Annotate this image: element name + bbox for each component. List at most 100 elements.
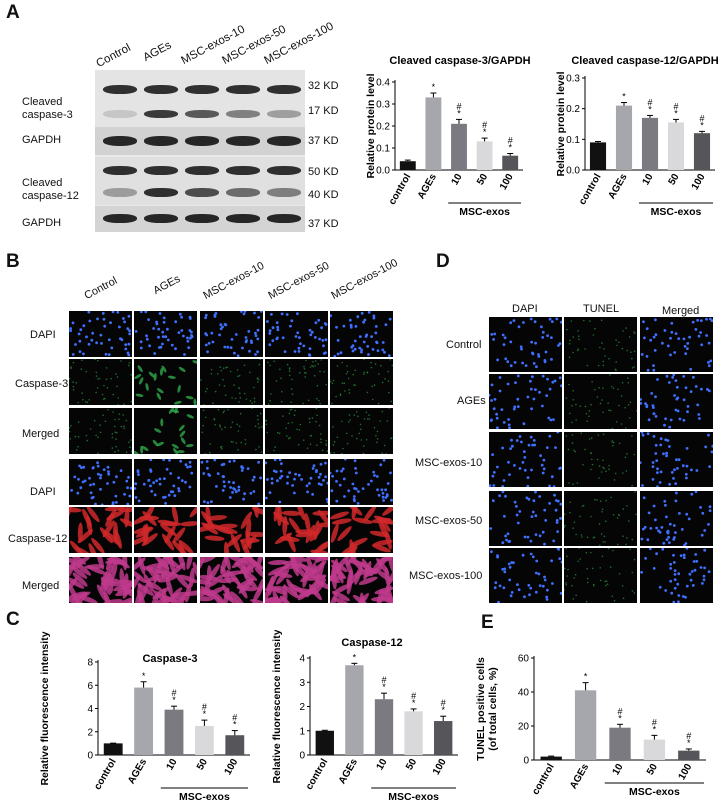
- microscopy-image: [200, 507, 263, 553]
- bar: [502, 155, 519, 170]
- chart-caspase-12-fluorescence: Caspase-12 Relative fluorescence intensit…: [271, 630, 458, 803]
- bar: [574, 690, 597, 760]
- blot-band: [144, 85, 178, 94]
- x-tick-label: 100: [690, 172, 708, 192]
- blot-band: [226, 136, 260, 146]
- group-label: MSC-exos: [459, 206, 510, 218]
- microscopy-image: [134, 557, 197, 603]
- bar: [678, 750, 700, 760]
- blot-strip-cleaved-caspase-12: [95, 157, 305, 205]
- microscopy-image: [640, 548, 713, 603]
- col-label: MSC-exos-50: [266, 259, 332, 302]
- chart-title: Cleaved caspase-3/GAPDH: [389, 55, 530, 67]
- blot-band: [144, 136, 178, 146]
- x-tick-label: control: [304, 757, 331, 792]
- chart-cleaved-caspase-12: Cleaved caspase-12/GAPDH Relative protein…: [555, 55, 719, 218]
- significance-mark: #: [456, 101, 461, 111]
- col-label: TUNEL: [583, 303, 620, 315]
- chart-title: Caspase-12: [341, 637, 402, 649]
- x-tick-label: 50: [195, 757, 210, 773]
- bar: [451, 123, 467, 170]
- y-tick-label: 3: [299, 678, 305, 689]
- x-tick-label: 100: [677, 762, 695, 782]
- x-tick-label: 50: [645, 762, 660, 778]
- blot-band: [144, 214, 178, 223]
- significance-mark: #: [686, 731, 691, 741]
- significance-mark: #: [232, 713, 237, 723]
- bar: [434, 721, 453, 755]
- blot-band: [103, 166, 137, 175]
- microscopy-image: [330, 459, 393, 505]
- microscopy-image: [69, 408, 132, 454]
- microscopy-image: [489, 374, 562, 429]
- x-tick-label: AGEs: [126, 757, 149, 786]
- bar: [194, 725, 214, 755]
- microscopy-image: [134, 459, 197, 505]
- panel-letter-d: D: [436, 251, 450, 272]
- y-axis-label: TUNEL positive cells: [475, 657, 487, 761]
- microscopy-image: [265, 408, 328, 454]
- row-label: MSC-exos-100: [409, 570, 483, 582]
- panel-letter-b: B: [6, 251, 20, 272]
- x-tick-label: control: [530, 762, 557, 797]
- blot-band: [226, 188, 260, 197]
- microscopy-image: [265, 459, 328, 505]
- microscopy-image: [640, 317, 713, 372]
- x-tick-label: 10: [641, 172, 656, 188]
- significance-mark: #: [647, 97, 652, 107]
- significance-mark: #: [381, 675, 386, 685]
- microscopy-image: [330, 311, 393, 357]
- blot-band: [185, 85, 219, 94]
- microscopy-image: [640, 432, 713, 487]
- significance-mark: *: [508, 143, 512, 153]
- group-label: MSC-exos: [629, 786, 680, 798]
- blot-band: [226, 110, 260, 118]
- significance-mark: *: [203, 709, 207, 719]
- x-tick-label: 50: [475, 172, 490, 188]
- group-label: MSC-exos: [388, 791, 439, 803]
- group-label: MSC-exos: [179, 791, 230, 803]
- bar: [345, 665, 364, 755]
- blot-band: [226, 166, 260, 175]
- microscopy-image: [134, 408, 197, 454]
- significance-mark: #: [673, 101, 678, 111]
- panel-letter-e: E: [481, 612, 494, 633]
- blot-band: [267, 110, 301, 118]
- x-tick-label: 10: [375, 757, 390, 773]
- chart-caspase-3-fluorescence: Caspase-3 Relative fluorescence intensity…: [39, 631, 250, 803]
- x-tick-label: 10: [450, 172, 465, 188]
- y-tick-label: 6: [87, 681, 93, 692]
- bar: [164, 709, 184, 755]
- col-label: MSC-exos-100: [329, 256, 400, 302]
- y-tick-label: 0.1: [376, 144, 390, 155]
- bar: [399, 161, 416, 170]
- y-tick-label: 1: [299, 726, 305, 737]
- microscopy-image: [69, 311, 132, 357]
- blot-band: [185, 166, 219, 175]
- bar: [476, 141, 493, 170]
- row-label: DAPI: [30, 329, 56, 341]
- blot-band: [267, 85, 301, 94]
- microscopy-image: [564, 432, 637, 487]
- kd-label: 37 KD: [308, 135, 339, 147]
- kd-label: 50 KD: [308, 166, 339, 178]
- microscopy-image: [265, 359, 328, 405]
- x-tick-label: 100: [498, 172, 516, 192]
- x-tick-label: 10: [165, 757, 180, 773]
- bar: [609, 727, 631, 760]
- row-label: MSC-exos-50: [415, 515, 483, 527]
- bar: [615, 105, 633, 170]
- lane-label-control: Control: [94, 41, 133, 70]
- row-label: Merged: [22, 580, 60, 592]
- x-tick-label: 50: [404, 757, 419, 773]
- x-tick-label: 100: [223, 757, 241, 777]
- blot-band: [267, 136, 301, 146]
- significance-mark: #: [411, 691, 416, 701]
- significance-mark: #: [482, 120, 487, 130]
- x-tick-label: 50: [667, 172, 682, 188]
- microscopy-image: [200, 557, 263, 603]
- y-tick-label: 4: [299, 654, 305, 665]
- microscopy-image: [564, 317, 637, 372]
- blot-band: [103, 110, 137, 118]
- row-label: Merged: [22, 428, 60, 440]
